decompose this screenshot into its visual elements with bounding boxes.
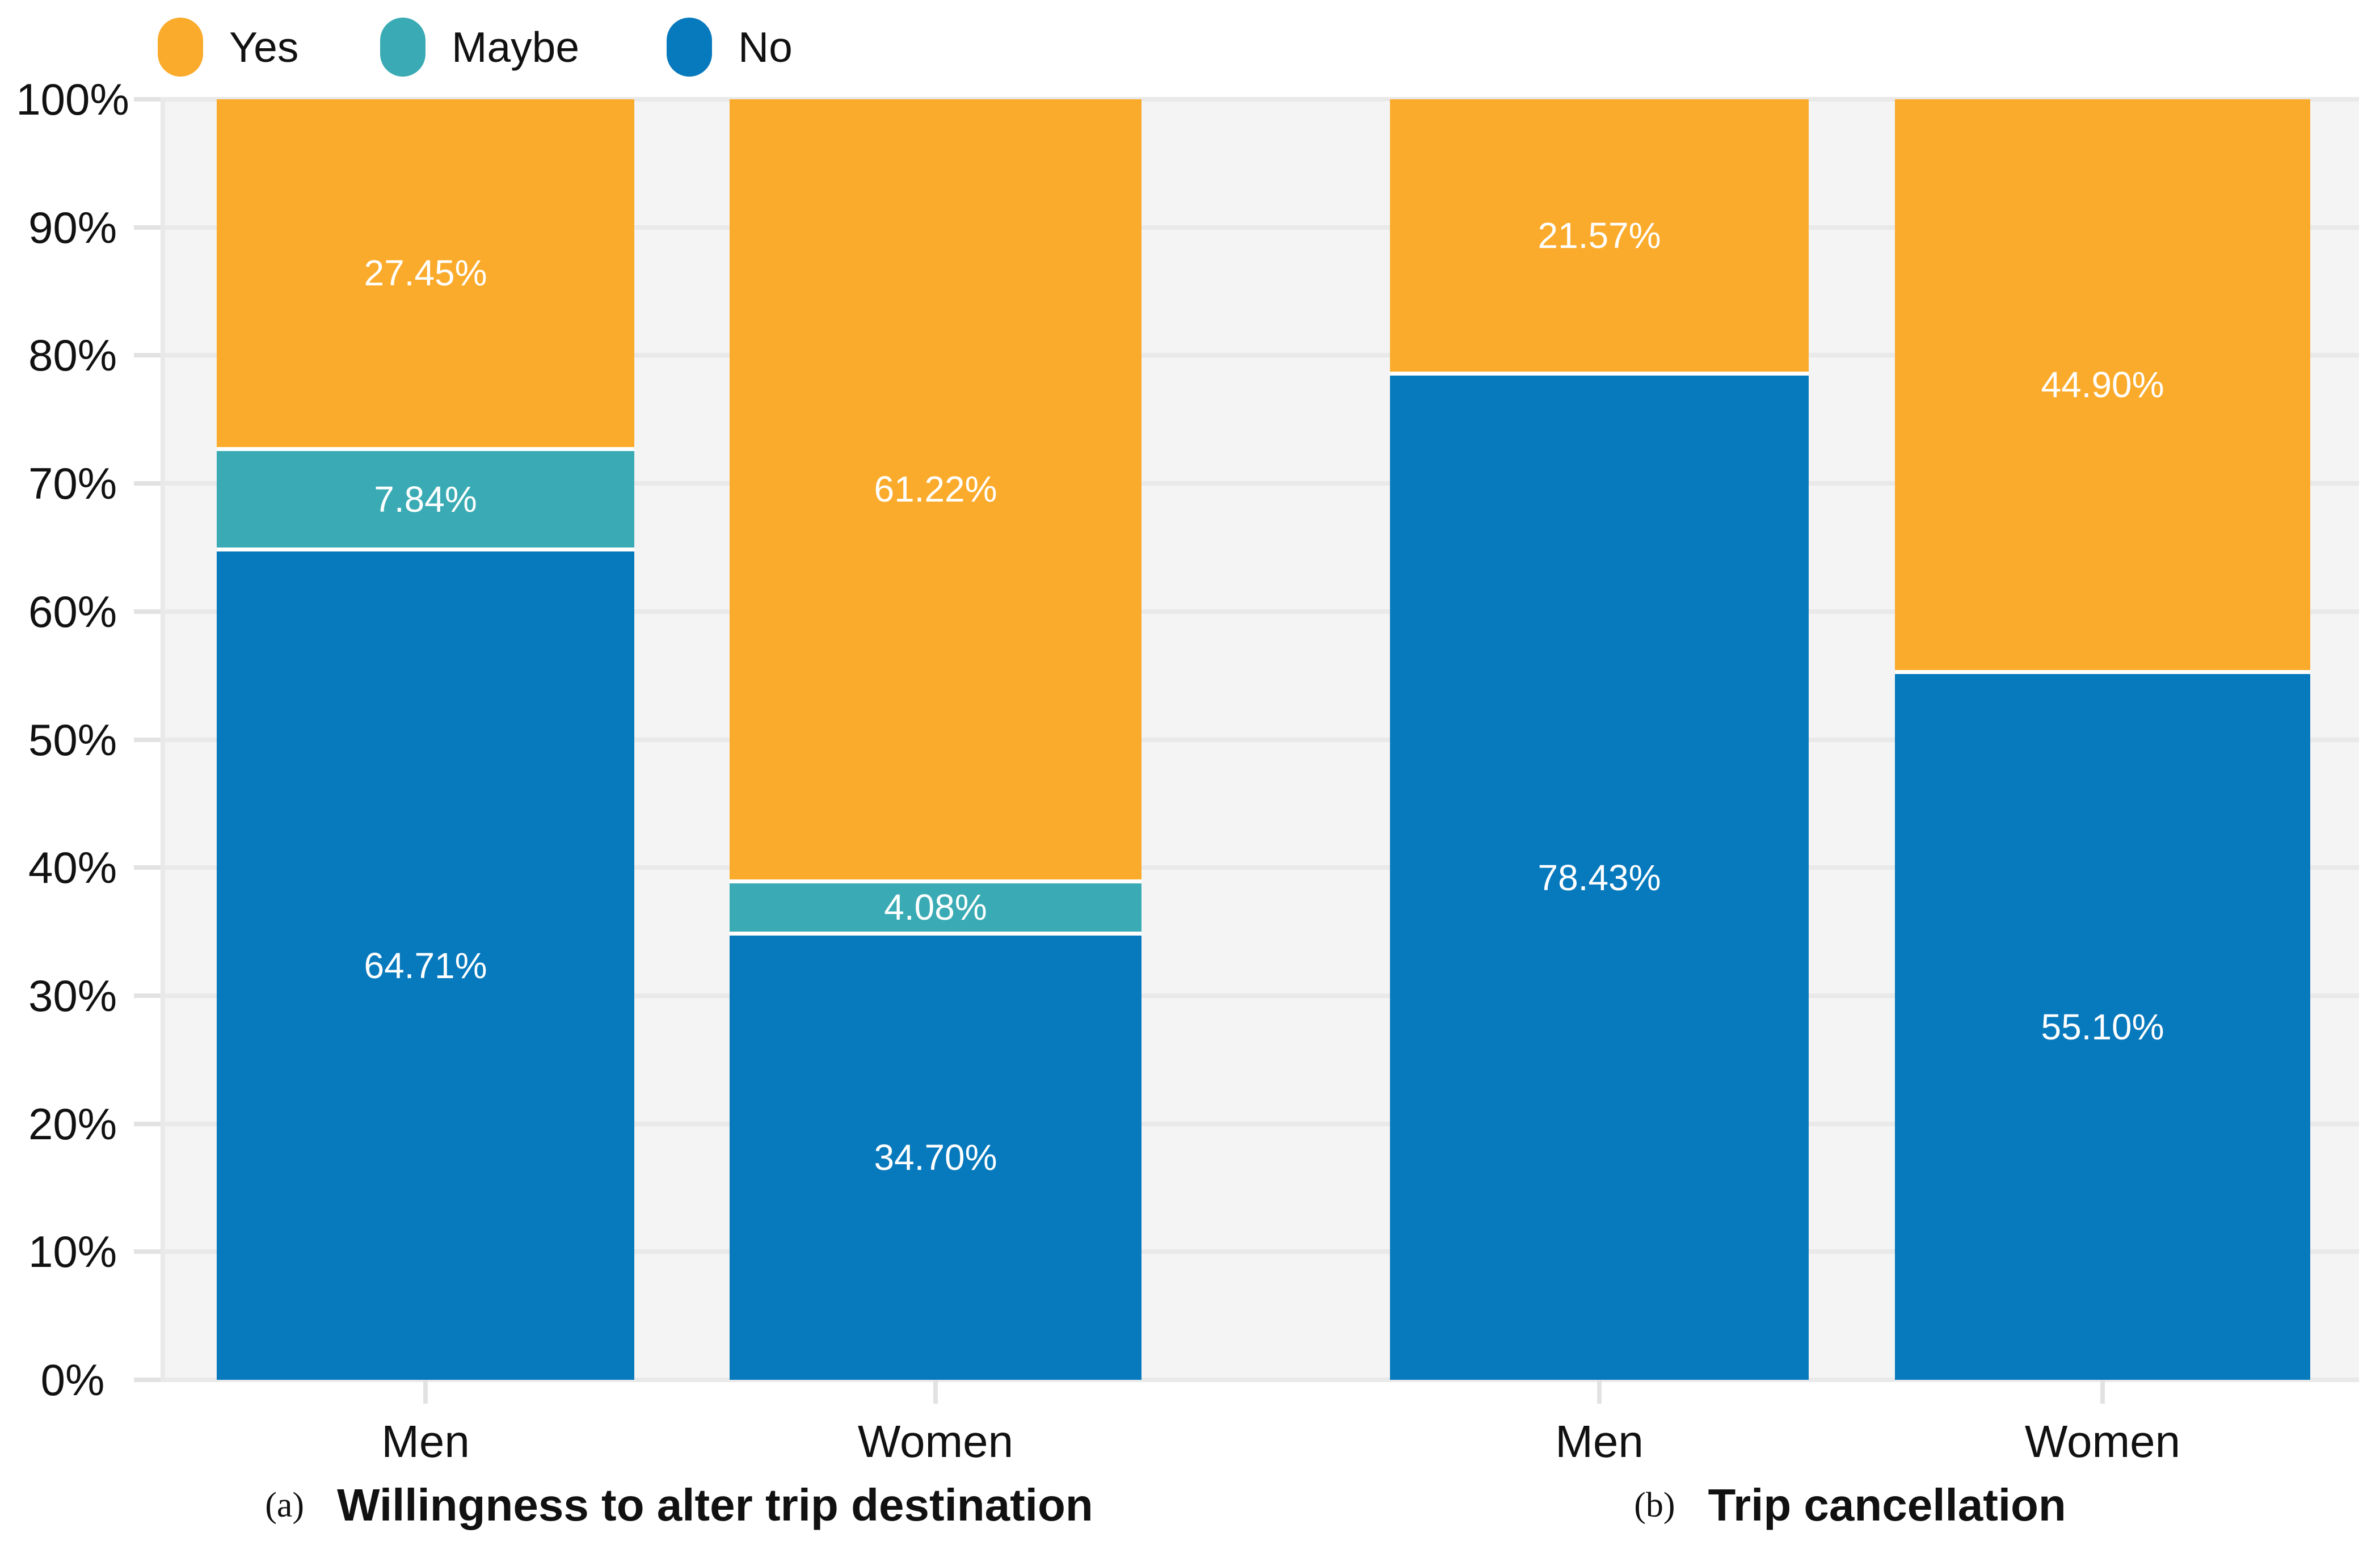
y-axis-tick [134,97,161,102]
bar-value-label: 61.22% [874,469,997,510]
panel-b-caption-prefix: (b) [1634,1485,1675,1524]
panel-b-caption: (b) Trip cancellation [1390,1472,2310,1538]
y-axis-label: 0% [40,1355,105,1405]
gridline [161,737,2359,742]
y-axis-tick [134,225,161,230]
bar-value-label: 64.71% [364,945,487,986]
y-axis-tick [134,737,161,742]
y-axis-label: 10% [28,1227,117,1277]
bar-segment-maybe: 7.84% [217,450,634,551]
bar-segment-yes: 44.90% [1895,99,2310,675]
x-axis-label: Men [1555,1416,1644,1467]
y-axis-label: 30% [28,970,117,1021]
y-axis-tick [134,481,161,486]
y-axis-tick [134,1378,161,1382]
y-axis-label: 60% [28,586,117,637]
legend-item-no: No [667,17,793,77]
bar-segment-no: 34.70% [730,935,1141,1380]
x-axis-tick [423,1380,428,1404]
bar-segment-no: 78.43% [1390,375,1809,1380]
legend-swatch-maybe-icon [380,18,426,77]
y-axis-label: 70% [28,458,117,509]
x-axis-label: Men [381,1416,470,1467]
y-axis-label: 100% [16,74,129,124]
y-axis-label: 40% [28,843,117,893]
gridline [161,865,2359,870]
bar-segment-yes: 21.57% [1390,99,1809,376]
gridline [161,993,2359,998]
bar: 34.70% 4.08% 61.22% [730,99,1141,1380]
panel-a-caption-prefix: (a) [265,1485,305,1524]
x-axis-tick [2100,1380,2105,1404]
legend-label-yes: Yes [229,23,299,71]
x-axis-label: Women [2024,1416,2181,1467]
gridline [161,353,2359,358]
bar-value-label: 4.08% [884,887,987,928]
y-axis-tick [134,993,161,998]
bar: 78.43% 21.57% [1390,99,1809,1380]
gridline [161,609,2359,614]
bar: 55.10% 44.90% [1895,99,2310,1380]
bar-segment-yes: 61.22% [730,99,1141,883]
y-axis-label: 90% [28,202,117,252]
gridline [161,1378,2359,1382]
legend-swatch-yes-icon [158,18,203,77]
gridline [161,481,2359,486]
y-axis-label: 50% [28,714,117,765]
legend-item-maybe: Maybe [380,17,579,77]
gridline [161,225,2359,230]
bar-value-label: 44.90% [2041,364,2164,406]
bar-value-label: 34.70% [874,1137,997,1178]
bar: 64.71% 7.84% 27.45% [217,99,634,1380]
y-axis-tick [134,865,161,870]
x-axis-tick [933,1380,938,1404]
panel-a-caption-text: Willingness to alter trip destination [337,1479,1093,1530]
y-axis-tick [134,1121,161,1126]
y-axis-tick [134,1249,161,1254]
y-axis-tick [134,609,161,614]
bar-segment-no: 55.10% [1895,674,2310,1380]
panel-b-caption-text: Trip cancellation [1708,1479,2066,1530]
bar-value-label: 55.10% [2041,1006,2164,1048]
y-axis-label: 20% [28,1098,117,1149]
bar-value-label: 7.84% [374,478,477,520]
plot-area: 64.71% 7.84% 27.45% 34.70% 4.08% 61.22% 78.43%… [161,97,2359,1382]
gridline [161,97,2359,102]
legend-label-no: No [738,23,793,71]
bar-value-label: 78.43% [1537,857,1661,898]
gridline [161,1121,2359,1126]
panel-a-caption: (a) Willingness to alter trip destinatio… [217,1472,1141,1538]
gridline [161,1249,2359,1254]
bar-segment-maybe: 4.08% [730,883,1141,936]
x-axis-tick [1597,1380,1602,1404]
y-axis-label: 80% [28,330,117,381]
bar-value-label: 27.45% [364,252,487,294]
bar-segment-yes: 27.45% [217,99,634,451]
bar-segment-no: 64.71% [217,551,634,1380]
y-axis-tick [134,353,161,358]
x-axis-label: Women [857,1416,1014,1467]
legend-item-yes: Yes [158,17,298,77]
bar-value-label: 21.57% [1537,214,1661,256]
legend-label-maybe: Maybe [452,23,580,71]
legend-swatch-no-icon [667,18,712,77]
